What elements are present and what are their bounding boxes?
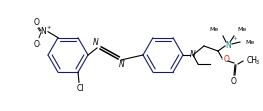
- Text: N: N: [93, 38, 99, 47]
- Text: +: +: [47, 25, 50, 30]
- Text: N: N: [40, 27, 46, 36]
- Text: Me: Me: [237, 27, 246, 32]
- Text: Cl: Cl: [76, 84, 84, 93]
- Text: O: O: [231, 77, 237, 86]
- Text: -: -: [39, 43, 41, 48]
- Text: Me: Me: [245, 40, 254, 45]
- Text: +: +: [232, 36, 237, 41]
- Text: 3: 3: [255, 60, 259, 65]
- Text: O: O: [34, 40, 40, 49]
- Text: O: O: [34, 18, 40, 27]
- Text: N: N: [119, 60, 125, 69]
- Text: CH: CH: [247, 56, 258, 65]
- Text: N: N: [225, 41, 231, 50]
- Text: N: N: [190, 51, 196, 59]
- Text: '': '': [122, 59, 125, 64]
- Text: O: O: [224, 56, 230, 64]
- Text: Me: Me: [210, 27, 219, 32]
- Text: -: -: [221, 57, 223, 62]
